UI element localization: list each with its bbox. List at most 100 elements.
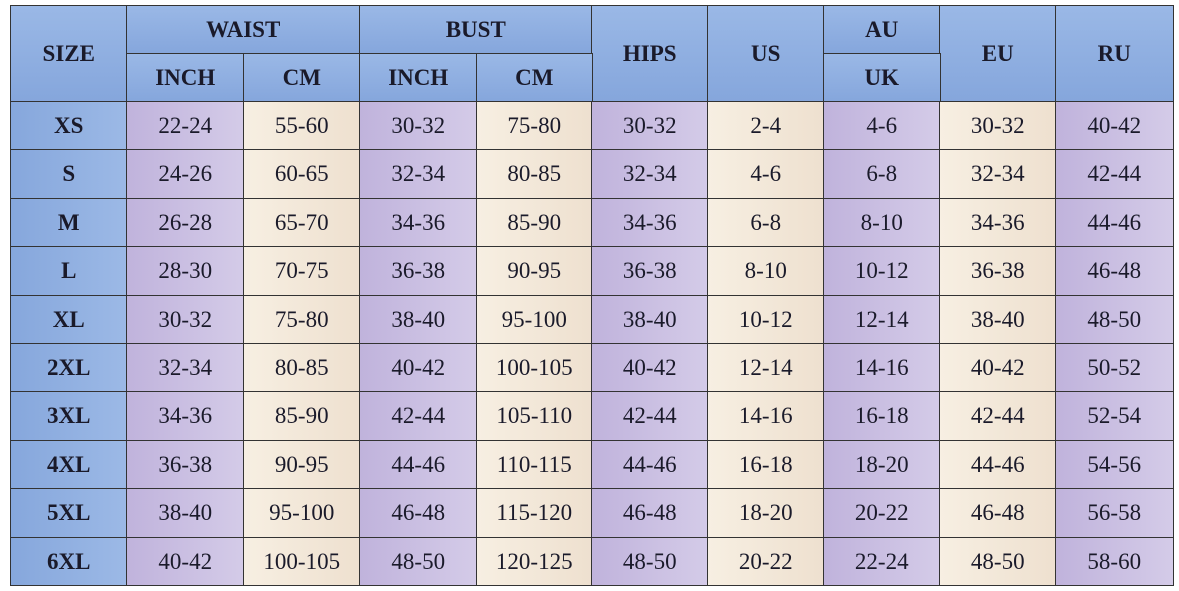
header-cell: US (707, 5, 825, 103)
table-cell: 18-20 (707, 488, 825, 539)
table-cell: 46-48 (359, 488, 478, 539)
table-cell: 80-85 (243, 343, 361, 393)
table-cell: 54-56 (1055, 439, 1174, 490)
table-cell: 12-14 (823, 294, 941, 345)
table-cell: 44-46 (359, 439, 478, 490)
table-cell: 34-36 (939, 197, 1057, 248)
subheader-cell: CM (243, 53, 361, 103)
table-cell: 48-50 (1055, 294, 1174, 345)
table-cell: 85-90 (476, 197, 593, 248)
size-label: XS (10, 101, 128, 151)
table-cell: 6-8 (823, 149, 941, 200)
table-cell: 46-48 (939, 488, 1057, 539)
table-cell: 32-34 (126, 343, 245, 393)
size-label: 4XL (10, 439, 128, 490)
table-cell: 85-90 (243, 391, 361, 442)
size-label: 2XL (10, 343, 128, 393)
table-cell: 30-32 (126, 294, 245, 345)
table-cell: 8-10 (707, 246, 825, 297)
table-cell: 20-22 (823, 488, 941, 539)
table-cell: 30-32 (591, 101, 709, 151)
table-cell: 40-42 (591, 343, 709, 393)
table-cell: 75-80 (476, 101, 593, 151)
table-cell: 105-110 (476, 391, 593, 442)
table-cell: 90-95 (476, 246, 593, 297)
table-cell: 46-48 (1055, 246, 1174, 297)
table-cell: 65-70 (243, 197, 361, 248)
table-cell: 4-6 (707, 149, 825, 200)
table-cell: 100-105 (243, 536, 361, 587)
table-cell: 90-95 (243, 439, 361, 490)
table-cell: 16-18 (823, 391, 941, 442)
table-cell: 95-100 (243, 488, 361, 539)
table-cell: 100-105 (476, 343, 593, 393)
table-cell: 34-36 (359, 197, 478, 248)
table-cell: 42-44 (1055, 149, 1174, 200)
table-cell: 30-32 (359, 101, 478, 151)
table-cell: 58-60 (1055, 536, 1174, 587)
subheader-cell: UK (823, 53, 941, 103)
table-cell: 10-12 (707, 294, 825, 345)
subheader-cell: CM (476, 53, 593, 103)
table-cell: 10-12 (823, 246, 941, 297)
table-cell: 14-16 (707, 391, 825, 442)
table-cell: 120-125 (476, 536, 593, 587)
table-cell: 34-36 (591, 197, 709, 248)
table-cell: 26-28 (126, 197, 245, 248)
table-cell: 38-40 (939, 294, 1057, 345)
table-cell: 32-34 (591, 149, 709, 200)
header-cell: AU (823, 5, 941, 55)
size-label: 6XL (10, 536, 128, 587)
table-cell: 32-34 (939, 149, 1057, 200)
table-cell: 115-120 (476, 488, 593, 539)
table-cell: 50-52 (1055, 343, 1174, 393)
table-cell: 44-46 (591, 439, 709, 490)
table-cell: 30-32 (939, 101, 1057, 151)
size-label: S (10, 149, 128, 200)
table-cell: 95-100 (476, 294, 593, 345)
table-cell: 2-4 (707, 101, 825, 151)
table-cell: 40-42 (359, 343, 478, 393)
table-cell: 16-18 (707, 439, 825, 490)
table-cell: 36-38 (359, 246, 478, 297)
table-cell: 46-48 (591, 488, 709, 539)
table-cell: 48-50 (591, 536, 709, 587)
table-cell: 14-16 (823, 343, 941, 393)
table-cell: 32-34 (359, 149, 478, 200)
table-cell: 38-40 (591, 294, 709, 345)
table-cell: 22-24 (823, 536, 941, 587)
table-cell: 42-44 (591, 391, 709, 442)
table-cell: 52-54 (1055, 391, 1174, 442)
subheader-cell: INCH (126, 53, 245, 103)
table-cell: 18-20 (823, 439, 941, 490)
size-label: L (10, 246, 128, 297)
table-cell: 44-46 (939, 439, 1057, 490)
table-cell: 48-50 (359, 536, 478, 587)
table-cell: 42-44 (939, 391, 1057, 442)
table-cell: 28-30 (126, 246, 245, 297)
header-cell: WAIST (126, 5, 361, 55)
table-cell: 24-26 (126, 149, 245, 200)
size-label: 5XL (10, 488, 128, 539)
table-cell: 34-36 (126, 391, 245, 442)
subheader-cell: INCH (359, 53, 478, 103)
table-cell: 110-115 (476, 439, 593, 490)
table-cell: 75-80 (243, 294, 361, 345)
header-cell: RU (1055, 5, 1174, 103)
table-cell: 42-44 (359, 391, 478, 442)
table-cell: 40-42 (939, 343, 1057, 393)
table-cell: 12-14 (707, 343, 825, 393)
header-cell: HIPS (591, 5, 709, 103)
table-cell: 6-8 (707, 197, 825, 248)
table-cell: 20-22 (707, 536, 825, 587)
table-cell: 44-46 (1055, 197, 1174, 248)
header-cell: BUST (359, 5, 593, 55)
table-cell: 56-58 (1055, 488, 1174, 539)
table-cell: 60-65 (243, 149, 361, 200)
table-cell: 80-85 (476, 149, 593, 200)
table-cell: 36-38 (126, 439, 245, 490)
table-cell: 8-10 (823, 197, 941, 248)
table-cell: 38-40 (126, 488, 245, 539)
table-cell: 40-42 (126, 536, 245, 587)
size-label: XL (10, 294, 128, 345)
